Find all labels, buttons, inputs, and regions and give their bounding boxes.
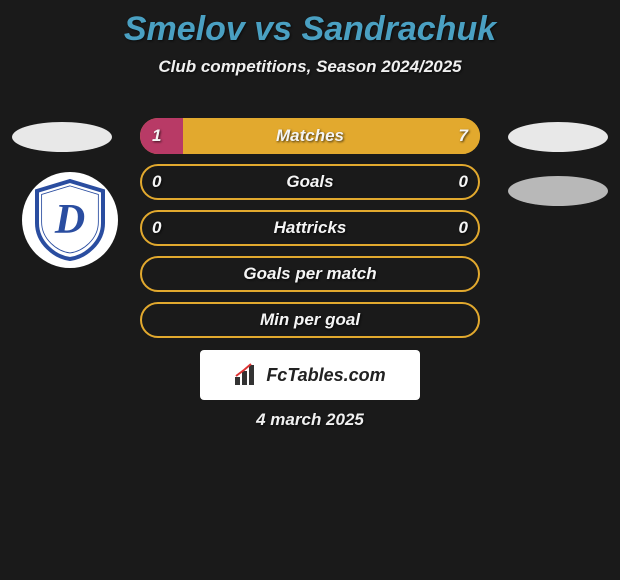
comparison-card: Smelov vs Sandrachuk Club competitions, … [0,0,620,580]
stat-label: Matches [140,118,480,154]
player1-photo-placeholder [12,122,112,152]
stat-row: Hattricks0 0 [140,210,480,246]
brand-watermark: FcTables.com [200,350,420,400]
stat-left-value: 0 [152,164,161,200]
player2-photo-placeholder-1 [508,122,608,152]
bars-logo-icon [234,363,260,387]
stat-label: Hattricks [140,210,480,246]
brand-text: FcTables.com [266,365,385,386]
stat-right-value: 7 [459,118,468,154]
stat-row: Min per goal [140,302,480,338]
stat-left-value: 1 [152,118,161,154]
stat-right-value: 0 [459,164,468,200]
player1-club-badge: D [22,172,118,268]
stats-table: Matches17Goals00Hattricks00Goals per mat… [140,118,480,348]
stat-row: Goals per match [140,256,480,292]
club-crest-icon: D [33,179,107,261]
player2-photo-placeholder-2 [508,176,608,206]
stat-row: Matches1 7 [140,118,480,154]
snapshot-date: 4 march 2025 [0,410,620,430]
stat-label: Min per goal [140,302,480,338]
svg-text:D: D [54,197,85,243]
stat-right-value: 0 [459,210,468,246]
stat-left-value: 0 [152,210,161,246]
stat-label: Goals per match [140,256,480,292]
stat-row: Goals0 0 [140,164,480,200]
page-title: Smelov vs Sandrachuk [0,0,620,49]
stat-label: Goals [140,164,480,200]
page-subtitle: Club competitions, Season 2024/2025 [0,57,620,77]
